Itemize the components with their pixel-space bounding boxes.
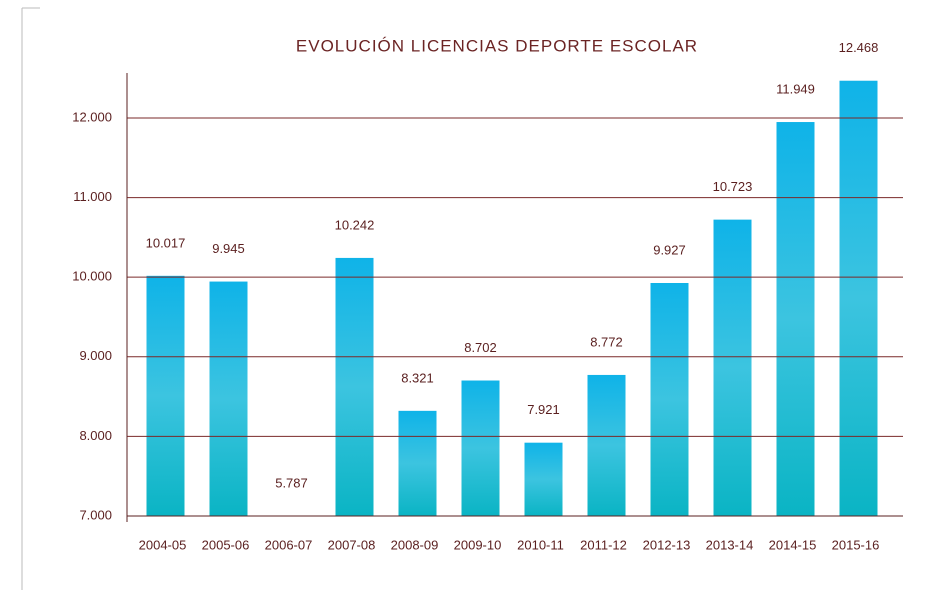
x-tick-label: 2004-05 [139,537,187,552]
x-tick-label: 2011-12 [580,537,627,552]
bar [839,80,878,516]
bar [650,282,689,516]
bars [146,80,878,590]
x-tick-label: 2013-14 [706,537,754,552]
value-label: 7.921 [527,402,560,417]
y-tick-label: 11.000 [73,189,112,204]
x-tick-label: 2008-09 [391,537,439,552]
value-label: 9.945 [212,241,245,256]
bar [713,219,752,516]
x-tick-label: 2005-06 [202,537,250,552]
x-tick-label: 2015-16 [832,537,880,552]
bar [335,257,374,516]
value-label: 10.017 [146,235,186,250]
bar [776,122,815,516]
bar [273,516,311,590]
bar [461,380,500,516]
bar [146,275,185,516]
value-label: 12.468 [839,40,879,55]
y-tick-label: 8.000 [79,428,112,443]
bar [524,442,563,516]
y-tick-label: 12.000 [72,109,112,124]
x-tick-label: 2012-13 [643,537,691,552]
value-label: 10.723 [713,179,753,194]
bar [587,374,626,516]
y-tick-label: 10.000 [72,269,112,284]
value-label: 5.787 [275,475,308,490]
x-tick-label: 2009-10 [454,537,502,552]
x-tick-label: 2014-15 [769,537,817,552]
value-label: 10.242 [335,217,375,232]
y-tick-label: 9.000 [79,348,112,363]
value-label: 8.772 [590,334,623,349]
value-label: 8.321 [401,370,434,385]
x-tick-label: 2010-11 [517,537,564,552]
y-tick-label: 7.000 [79,507,112,522]
x-tick-label: 2006-07 [265,537,313,552]
x-tick-label: 2007-08 [328,537,376,552]
chart-title: EVOLUCIÓN LICENCIAS DEPORTE ESCOLAR [296,36,698,55]
value-label: 11.949 [776,81,815,96]
bar [209,281,248,516]
value-label: 9.927 [653,242,686,257]
bar [398,410,437,516]
value-label: 8.702 [464,340,497,355]
